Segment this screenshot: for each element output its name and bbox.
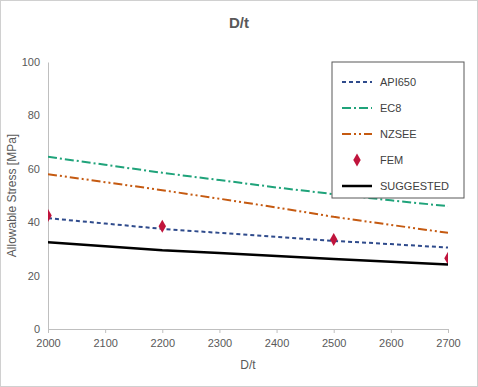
series-line (48, 242, 448, 264)
plot: 2000 2100 2200 2300 2400 2500 2600 2700 0 20 40 60 8… (22, 56, 464, 349)
x-tick-mark (448, 329, 449, 333)
x-tick-mark (162, 329, 163, 333)
x-tick: 2200 (151, 329, 175, 349)
legend-swatch (342, 107, 372, 109)
legend-swatch (342, 185, 372, 188)
y-tick-label: 20 (28, 270, 40, 282)
y-tick-label: 100 (22, 56, 40, 68)
y-axis: 0 20 40 60 80 100 (22, 56, 49, 335)
legend-label: NZSEE (380, 128, 417, 140)
x-tick-label: 2100 (93, 337, 117, 349)
y-tick-label: 0 (34, 323, 40, 335)
legend-label: API650 (380, 76, 416, 88)
y-tick: 0 (34, 323, 48, 335)
x-tick-mark (105, 329, 106, 333)
x-axis: 2000 2100 2200 2300 2400 2500 2600 2700 (36, 329, 460, 349)
point (48, 209, 52, 222)
legend: API650 EC8 NZSEE FEM SUGGESTED (332, 62, 464, 198)
y-tick: 80 (28, 109, 48, 121)
point (159, 220, 166, 233)
x-tick-label: 2700 (436, 337, 460, 349)
x-axis-line (49, 329, 449, 330)
legend-label: SUGGESTED (380, 180, 449, 192)
legend-swatch (342, 81, 372, 83)
y-tick-label: 60 (28, 163, 40, 175)
legend-box (332, 62, 464, 198)
point (444, 252, 448, 265)
series-line (48, 218, 448, 247)
y-tick: 100 (22, 56, 48, 68)
chart: D/t 2000 2100 2200 2300 2400 2500 2600 2700 0 20 40… (0, 0, 478, 387)
y-axis-title: Allowable Stress [MPa] (5, 134, 19, 257)
point (330, 233, 337, 246)
chart-frame (1, 1, 478, 387)
y-tick: 40 (28, 216, 48, 228)
legend-swatch (353, 154, 360, 167)
x-tick-mark (391, 329, 392, 333)
x-tick-mark (334, 329, 335, 333)
x-tick-label: 2600 (379, 337, 403, 349)
y-tick: 60 (28, 163, 48, 175)
y-axis-line (48, 63, 49, 330)
x-tick-label: 2300 (208, 337, 232, 349)
y-tick: 20 (28, 270, 48, 282)
legend-swatch (342, 133, 372, 135)
x-tick: 2300 (208, 329, 232, 349)
x-tick: 2100 (93, 329, 117, 349)
x-tick: 2600 (379, 329, 403, 349)
x-tick-label: 2200 (151, 337, 175, 349)
x-tick-mark (48, 329, 49, 333)
legend-label: FEM (380, 154, 403, 166)
x-axis-title: D/t (240, 358, 256, 372)
x-tick: 2700 (436, 329, 460, 349)
y-tick-label: 40 (28, 216, 40, 228)
x-tick-label: 2000 (36, 337, 60, 349)
legend-label: EC8 (380, 102, 401, 114)
x-tick-label: 2500 (322, 337, 346, 349)
x-tick-mark (219, 329, 220, 333)
x-tick-label: 2400 (265, 337, 289, 349)
x-tick: 2500 (322, 329, 346, 349)
x-tick-mark (277, 329, 278, 333)
title: D/t (229, 14, 249, 31)
x-tick: 2400 (265, 329, 289, 349)
y-tick-label: 80 (28, 109, 40, 121)
